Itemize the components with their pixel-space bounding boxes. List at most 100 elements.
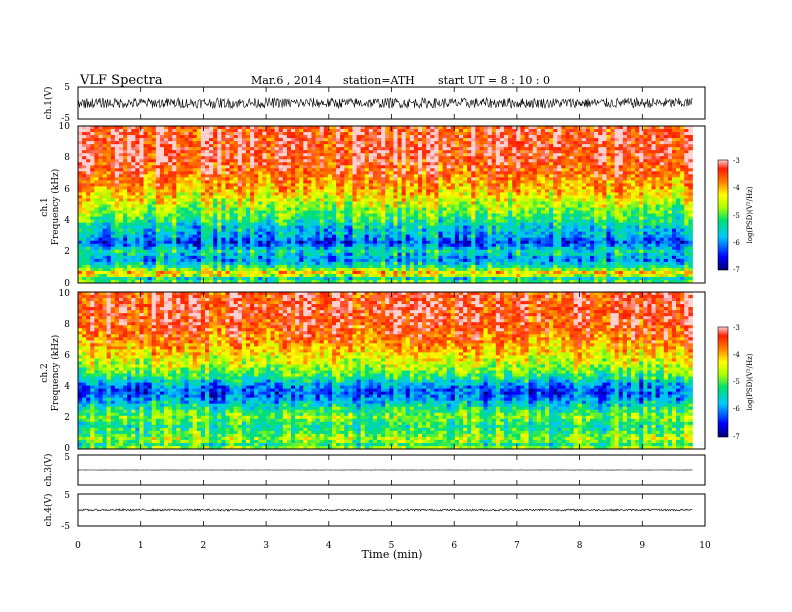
spectrogram-cell xyxy=(180,162,185,166)
spectrogram-cell xyxy=(291,276,296,281)
spectrogram-cell xyxy=(299,177,304,181)
spectrogram-cell xyxy=(434,231,439,236)
spectrogram-cell xyxy=(204,192,210,196)
spectrogram-cell xyxy=(86,147,91,151)
spectrogram-cell xyxy=(458,189,464,193)
spectrogram-cell xyxy=(274,201,280,205)
spectrogram-cell xyxy=(393,249,398,254)
spectrogram-cell xyxy=(139,132,144,136)
spectrogram-cell xyxy=(368,276,374,281)
spectrogram-cell xyxy=(209,273,214,278)
spectrogram-cell xyxy=(147,135,153,139)
spectrogram-cell xyxy=(299,258,304,263)
spectrogram-cell xyxy=(110,153,116,157)
spectrogram-cell xyxy=(270,258,276,263)
spectrogram-cell xyxy=(225,195,230,199)
spectrogram-cell xyxy=(217,207,222,211)
spectrogram-cell xyxy=(164,144,169,148)
spectrogram-cell xyxy=(438,180,443,184)
spectrogram-cell xyxy=(270,171,276,175)
spectrogram-cell xyxy=(340,177,345,181)
spectrogram-cell xyxy=(241,279,247,284)
spectrogram-cell xyxy=(217,246,222,251)
spectrogram-cell xyxy=(221,162,226,166)
spectrogram-cell xyxy=(446,141,452,145)
spectrogram-cell xyxy=(217,219,222,224)
spectrogram-cell xyxy=(315,243,321,248)
spectrogram-cell xyxy=(94,210,99,214)
spectrogram-cell xyxy=(319,129,325,133)
spectrogram-cell xyxy=(164,252,169,257)
spectrogram-cell xyxy=(397,162,403,166)
spectrogram-cell xyxy=(168,237,173,242)
spectrogram-cell xyxy=(180,165,185,169)
spectrogram-cell xyxy=(270,168,276,172)
spectrogram-cell xyxy=(204,162,210,166)
spectrogram-cell xyxy=(217,171,222,175)
spectrogram-cell xyxy=(254,195,259,199)
spectrogram-cell xyxy=(311,261,316,266)
spectrogram-cell xyxy=(184,273,190,278)
spectrogram-cell xyxy=(200,261,206,266)
spectrogram-cell xyxy=(110,183,116,187)
spectrogram-cell xyxy=(344,273,349,278)
spectrogram-cell xyxy=(196,261,202,266)
spectrogram-cell xyxy=(340,159,345,163)
spectrogram-cell xyxy=(319,171,325,175)
spectrogram-cell xyxy=(184,276,190,281)
spectrogram-cell xyxy=(331,270,337,275)
spectrogram-cell xyxy=(139,210,144,214)
spectrogram-cell xyxy=(102,156,108,160)
spectrogram-cell xyxy=(131,135,136,139)
spectrogram-cell xyxy=(291,273,296,278)
spectrogram-cell xyxy=(467,258,472,263)
spectrogram-cell xyxy=(94,168,99,172)
spectrogram-cell xyxy=(434,204,439,208)
spectrogram-cell xyxy=(438,225,443,230)
spectrogram-cell xyxy=(155,177,161,181)
spectrogram-cell xyxy=(278,234,284,239)
spectrogram-cell xyxy=(442,144,448,148)
spectrogram-cell xyxy=(360,150,366,154)
spectrogram-cell xyxy=(217,267,222,272)
spectrogram-cell xyxy=(106,150,112,154)
spectrogram-cell xyxy=(151,258,157,263)
spectrogram-cell xyxy=(274,225,280,230)
spectrogram-cell xyxy=(245,255,251,260)
spectrogram-cell xyxy=(209,135,214,139)
spectrogram-cell xyxy=(344,252,349,257)
spectrogram-cell xyxy=(368,180,374,184)
spectrogram-cell xyxy=(110,159,116,163)
spectrogram-cell xyxy=(372,243,378,248)
spectrogram-cell xyxy=(118,171,124,175)
spectrogram-cell xyxy=(135,276,140,281)
spectrogram-cell xyxy=(434,135,439,139)
spectrogram-cell xyxy=(155,231,161,236)
spectrogram-cell xyxy=(418,153,423,157)
spectrogram-cell xyxy=(286,222,292,227)
spectrogram-cell xyxy=(360,198,366,202)
spectrogram-cell xyxy=(319,213,325,217)
spectrogram-cell xyxy=(282,228,288,233)
spectrogram-cell xyxy=(323,249,329,254)
spectrogram-cell xyxy=(172,255,177,260)
spectrogram-cell xyxy=(340,264,345,269)
spectrogram-cell xyxy=(90,126,95,130)
spectrogram-cell xyxy=(225,222,230,227)
spectrogram-cell xyxy=(139,168,144,172)
spectrogram-cell xyxy=(102,276,108,281)
spectrogram-cell xyxy=(303,174,308,178)
spectrogram-cell xyxy=(233,186,239,190)
spectrogram-cell xyxy=(422,249,427,254)
spectrogram-cell xyxy=(385,132,390,136)
spectrogram-cell xyxy=(397,177,403,181)
spectrogram-cell xyxy=(295,261,300,266)
spectrogram-cell xyxy=(229,183,235,187)
spectrogram-cell xyxy=(180,237,185,242)
spectrogram-cell xyxy=(86,273,91,278)
spectrogram-cell xyxy=(438,207,443,211)
spectrogram-cell xyxy=(389,261,394,266)
spectrogram-cell xyxy=(278,171,284,175)
spectrogram-cell xyxy=(323,237,329,242)
spectrogram-cell xyxy=(213,189,218,193)
